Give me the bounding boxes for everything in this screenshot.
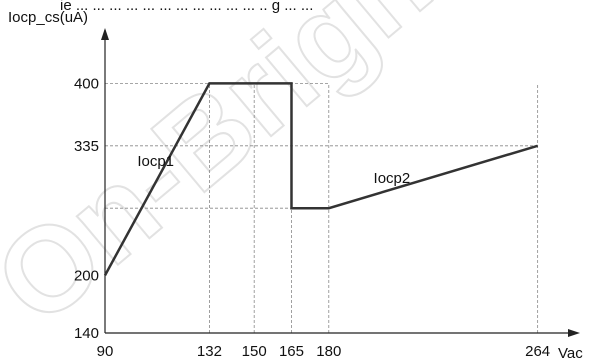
series-line — [103, 82, 539, 276]
series-layer — [103, 82, 539, 276]
y-tick-label: 335 — [74, 138, 99, 155]
y-axis-arrow — [101, 28, 109, 40]
y-tick-label: 400 — [74, 75, 99, 92]
header-fragment: ie ... ... ... ... ... ... ... ... ... .… — [60, 0, 313, 14]
y-tick-label: 140 — [74, 325, 99, 342]
x-tick-label: 264 — [525, 343, 550, 360]
tick-labels: 90 132 150 165 180 264 140 200 335 400 — [74, 75, 550, 360]
x-tick-label: 180 — [316, 343, 341, 360]
x-tick-label: 90 — [97, 343, 114, 360]
x-tick-label: 165 — [279, 343, 304, 360]
series-annotation: Iocp1 — [137, 153, 174, 170]
axes — [101, 28, 580, 337]
series-annotation: Iocp2 — [374, 170, 411, 187]
y-axis-label: Iocp_cs(uA) — [8, 9, 88, 26]
x-tick-label: 132 — [197, 343, 222, 360]
x-axis-arrow — [568, 329, 580, 337]
x-tick-label: 150 — [242, 343, 267, 360]
watermark-text: On-Bright — [0, 0, 487, 351]
x-axis-label: Vac — [558, 345, 583, 362]
y-tick-label: 200 — [74, 267, 99, 284]
annotations: Iocp1 Iocp2 — [137, 153, 410, 187]
